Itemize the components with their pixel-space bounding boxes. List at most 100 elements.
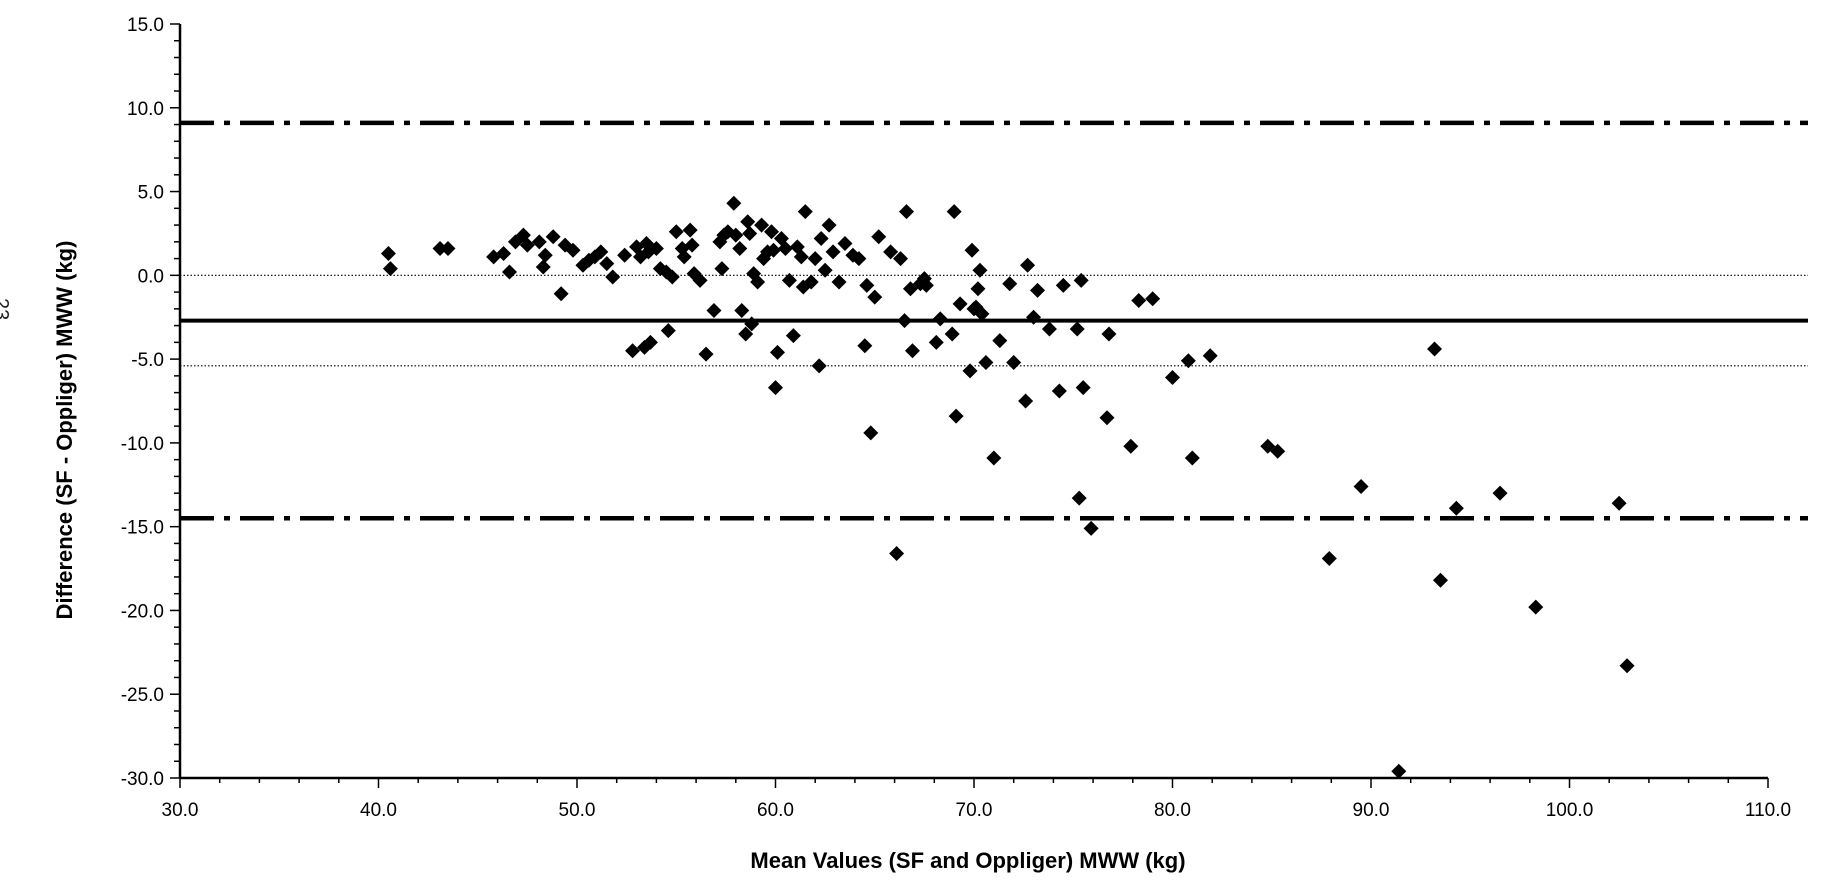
data-point-diamond — [740, 214, 756, 230]
data-point-diamond — [825, 244, 841, 260]
x-tick-label: 110.0 — [1745, 800, 1791, 821]
data-point-diamond — [863, 425, 879, 441]
data-point-diamond — [1353, 478, 1369, 494]
data-point-diamond — [793, 249, 809, 265]
data-point-diamond — [1492, 485, 1508, 501]
data-point-diamond — [714, 261, 730, 277]
data-point-diamond — [1041, 321, 1057, 337]
data-point-diamond — [811, 358, 827, 374]
data-point-diamond — [1069, 321, 1085, 337]
data-point-diamond — [1619, 658, 1635, 674]
data-point-diamond — [660, 323, 676, 339]
data-point-diamond — [1075, 380, 1091, 396]
x-axis-title: Mean Values (SF and Oppliger) MWW (kg) — [750, 848, 1185, 873]
data-point-diamond — [706, 303, 722, 319]
data-point-diamond — [952, 296, 968, 312]
data-point-diamond — [1073, 272, 1089, 288]
data-point-diamond — [553, 286, 569, 302]
data-point-diamond — [948, 408, 964, 424]
data-point-diamond — [781, 272, 797, 288]
data-point-diamond — [970, 281, 986, 297]
data-point-diamond — [728, 227, 744, 243]
x-tick-label: 60.0 — [757, 800, 794, 821]
data-point-diamond — [904, 343, 920, 359]
data-point-diamond — [821, 217, 837, 233]
data-point-diamond — [918, 277, 934, 293]
data-point-diamond — [380, 246, 396, 262]
data-point-diamond — [565, 242, 581, 258]
data-point-diamond — [851, 251, 867, 267]
y-tick-label: -20.0 — [121, 601, 164, 622]
data-point-diamond — [1018, 393, 1034, 409]
data-point-diamond — [1071, 490, 1087, 506]
data-point-diamond — [1432, 572, 1448, 588]
data-point-diamond — [803, 274, 819, 290]
data-point-diamond — [932, 311, 948, 327]
data-point-diamond — [1055, 277, 1071, 293]
y-tick-label: 10.0 — [127, 99, 164, 120]
data-point-diamond — [992, 333, 1008, 349]
data-point-diamond — [1427, 341, 1443, 357]
data-point-diamond — [859, 277, 875, 293]
data-point-diamond — [531, 234, 547, 250]
data-point-diamond — [837, 235, 853, 251]
data-point-diamond — [625, 343, 641, 359]
data-point-diamond — [797, 204, 813, 220]
data-point-diamond — [899, 204, 915, 220]
data-point-diamond — [1202, 348, 1218, 364]
data-point-diamond — [1083, 520, 1099, 536]
data-point-diamond — [682, 222, 698, 238]
data-point-diamond — [1051, 383, 1067, 399]
data-point-diamond — [535, 259, 551, 275]
data-point-diamond — [744, 316, 760, 332]
data-point-diamond — [1101, 326, 1117, 342]
data-point-diamond — [897, 313, 913, 329]
data-point-diamond — [831, 274, 847, 290]
x-tick-label: 90.0 — [1353, 800, 1390, 821]
y-tick-label: -25.0 — [121, 685, 164, 706]
data-point-diamond — [777, 241, 793, 257]
x-tick-label: 30.0 — [162, 800, 199, 821]
data-point-diamond — [726, 195, 742, 211]
data-point-diamond — [1099, 410, 1115, 426]
data-point-diamond — [883, 244, 899, 260]
data-point-diamond — [964, 242, 980, 258]
data-point-diamond — [962, 363, 978, 379]
data-point-diamond — [732, 241, 748, 257]
data-point-diamond — [734, 303, 750, 319]
data-point-diamond — [986, 450, 1002, 466]
data-point-diamond — [440, 241, 456, 257]
data-point-diamond — [502, 264, 518, 280]
data-point-diamond — [766, 242, 782, 258]
data-points — [380, 195, 1635, 779]
data-point-diamond — [599, 256, 615, 272]
axes: 15.0 10.0 5.0 0.0 -5.0 -10.0 -15.0 -20.0 -25.0 -3… — [121, 15, 1791, 821]
data-point-diamond — [664, 269, 680, 285]
y-tick-label: -5.0 — [131, 350, 164, 371]
data-point-diamond — [676, 249, 692, 265]
data-point-diamond — [1448, 500, 1464, 516]
reference-lines — [180, 120, 1808, 521]
data-point-diamond — [972, 262, 988, 278]
data-point-diamond — [974, 306, 990, 322]
x-tick-label: 50.0 — [559, 800, 596, 821]
data-point-diamond — [1611, 495, 1627, 511]
data-point-diamond — [1321, 551, 1337, 567]
data-point-diamond — [605, 269, 621, 285]
data-point-diamond — [617, 247, 633, 263]
x-tick-label: 40.0 — [360, 800, 397, 821]
data-point-diamond — [432, 241, 448, 257]
data-point-diamond — [928, 334, 944, 350]
y-axis-title: Difference (SF - Oppliger) MWW (kg) — [52, 241, 77, 620]
x-tick-label: 100.0 — [1546, 800, 1594, 821]
data-point-diamond — [807, 251, 823, 267]
data-point-diamond — [1006, 354, 1022, 370]
data-point-diamond — [1030, 282, 1046, 298]
data-point-diamond — [642, 334, 658, 350]
data-point-diamond — [978, 354, 994, 370]
data-point-diamond — [867, 289, 883, 305]
data-point-diamond — [1145, 291, 1161, 307]
data-point-diamond — [742, 225, 758, 241]
data-point-diamond — [1002, 276, 1018, 292]
